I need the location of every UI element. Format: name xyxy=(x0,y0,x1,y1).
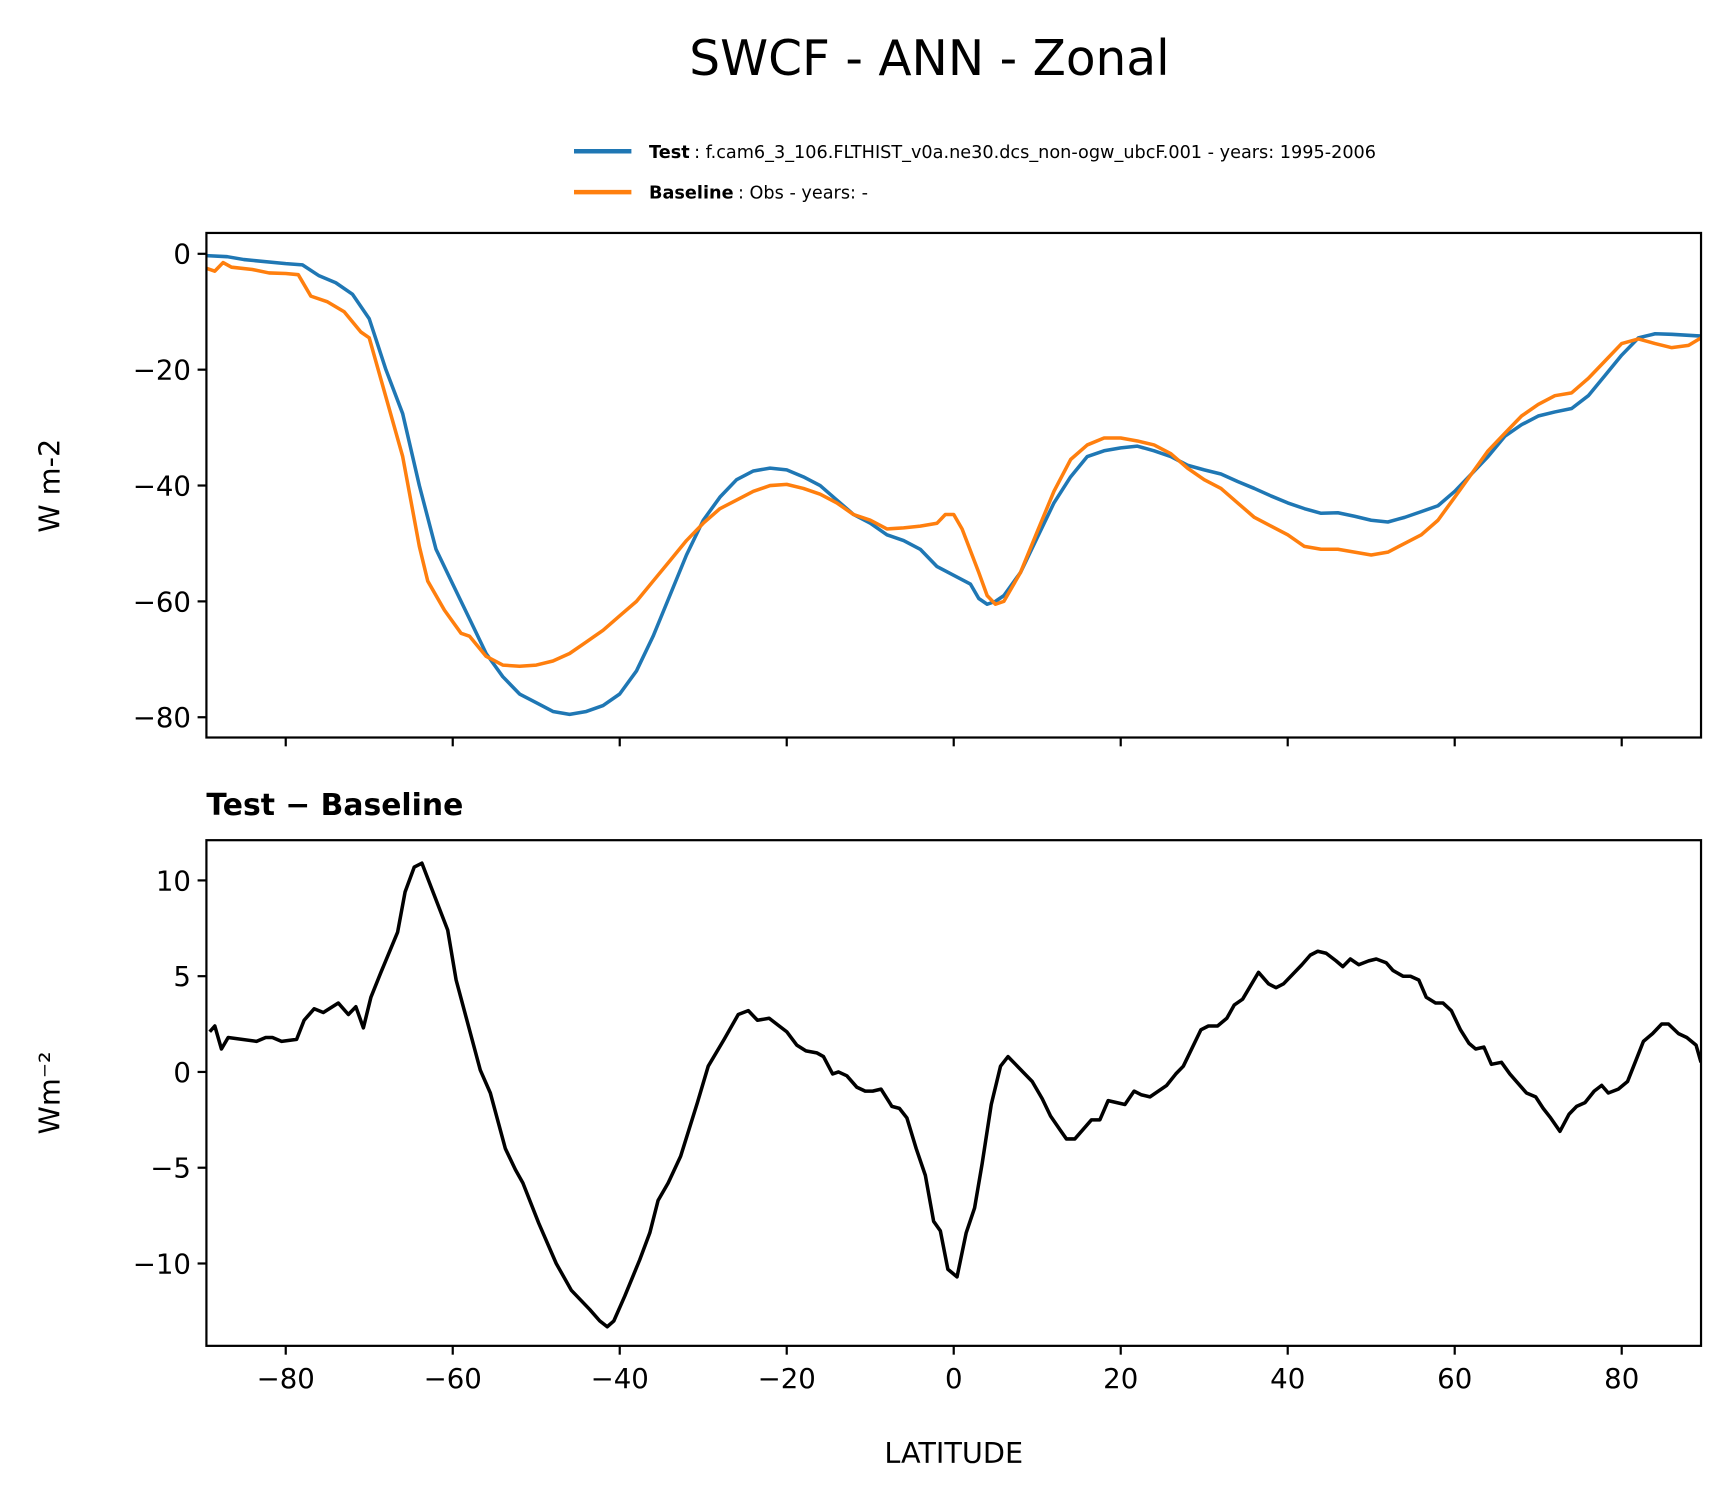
legend-test-detail: : f.cam6_3_106.FLTHIST_v0a.ne30.dcs_non-… xyxy=(694,143,1376,163)
baseline-series-line xyxy=(206,260,1702,669)
difference-subtitle: Test − Baseline xyxy=(206,788,463,823)
legend-test-label: Test xyxy=(649,143,690,163)
axes-frame xyxy=(205,839,1703,1347)
y-tick-label: −5 xyxy=(150,1152,191,1185)
legend-baseline-text: Baseline: Obs - years: - xyxy=(649,184,868,204)
top-axes: 0 −20 −40 −60 −80 xyxy=(133,231,1703,747)
bottom-axes: 10 5 0 −5 −10 −80 −60 −40 −20 0 20 40 60 80 xyxy=(133,839,1703,1395)
figure-title: SWCF - ANN - Zonal xyxy=(689,31,1169,87)
y-tick-label: −40 xyxy=(133,469,191,502)
axes-frame xyxy=(205,231,1703,739)
difference-series-line xyxy=(208,861,1702,1329)
x-tick-label: −20 xyxy=(758,1362,816,1395)
x-tick-label: 20 xyxy=(1103,1362,1138,1395)
x-tick-label: −40 xyxy=(591,1362,649,1395)
y-tick-label: −10 xyxy=(133,1247,191,1280)
x-tick-label: 40 xyxy=(1270,1362,1305,1395)
test-series-line xyxy=(206,253,1702,717)
y-tick-label: 0 xyxy=(173,1056,191,1089)
legend-baseline-label: Baseline xyxy=(649,184,734,204)
x-tick-label: 80 xyxy=(1604,1362,1639,1395)
y-tick-label: 10 xyxy=(156,864,191,897)
y-tick-label: −60 xyxy=(133,585,191,618)
top-y-axis-label: W m-2 xyxy=(33,439,67,533)
y-tick-label: −20 xyxy=(133,354,191,387)
y-tick-label: 5 xyxy=(173,960,191,993)
x-tick-label: 60 xyxy=(1437,1362,1472,1395)
legend-baseline-detail: : Obs - years: - xyxy=(738,184,868,204)
y-tick-label: 0 xyxy=(173,238,191,271)
x-tick-label: −80 xyxy=(257,1362,315,1395)
x-axis-label: LATITUDE xyxy=(884,1436,1023,1470)
bottom-y-axis-label: Wm⁻² xyxy=(33,1052,67,1135)
x-tick-label: −60 xyxy=(424,1362,482,1395)
legend-test-text: Test: f.cam6_3_106.FLTHIST_v0a.ne30.dcs_… xyxy=(649,143,1376,163)
x-tick-label: 0 xyxy=(945,1362,963,1395)
y-tick-label: −80 xyxy=(133,701,191,734)
legend: Test: f.cam6_3_106.FLTHIST_v0a.ne30.dcs_… xyxy=(574,143,1376,204)
